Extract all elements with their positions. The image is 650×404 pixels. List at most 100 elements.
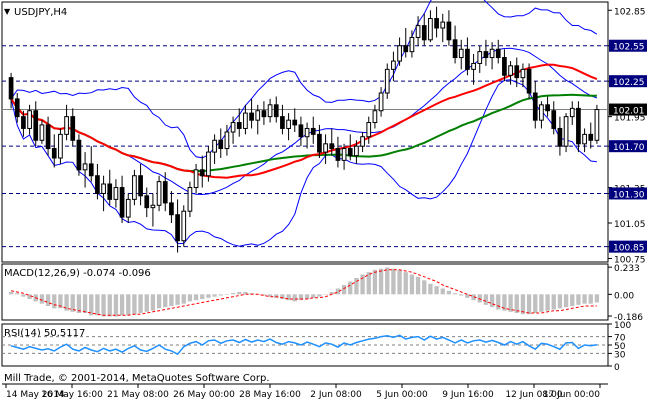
macd-histogram-bar [175, 294, 180, 305]
time-axis-label: 2 Jun 08:00 [310, 390, 362, 400]
candle [27, 104, 32, 135]
candle-body [230, 122, 236, 133]
candle-body [193, 169, 199, 189]
candle-body [45, 124, 51, 150]
candle [70, 108, 76, 147]
candle [236, 108, 242, 137]
time-axis-label: 21 May 08:00 [107, 390, 169, 400]
candle [181, 205, 187, 247]
candle-body [169, 202, 174, 216]
macd-histogram-bar [372, 269, 378, 295]
candle-body [138, 175, 143, 197]
candle [341, 143, 347, 170]
copyright-text: Mill Trade, © 2001-2014, MetaQuotes Soft… [4, 373, 270, 384]
macd-histogram-bar [409, 274, 415, 295]
candle [434, 6, 439, 38]
time-axis-label: 26 May 00:00 [173, 390, 235, 400]
macd-histogram-bar [520, 294, 526, 315]
candle [82, 152, 88, 188]
candle [144, 187, 150, 218]
macd-histogram-bar [95, 294, 100, 316]
macd-histogram-bar [502, 294, 507, 311]
macd-histogram-bar [280, 294, 285, 299]
candle-body [175, 214, 180, 242]
candle [465, 37, 470, 76]
candle [218, 128, 224, 158]
candle [162, 172, 168, 212]
macd-histogram-bar [119, 294, 125, 316]
candle-body [199, 169, 205, 177]
bollinger-upper-band [10, 0, 598, 159]
candle-body [341, 148, 347, 161]
candle-body [317, 133, 322, 153]
macd-axis-label: -0.186 [614, 313, 643, 323]
macd-histogram-bar [163, 294, 168, 308]
macd-histogram-bar [274, 294, 279, 298]
macd-histogram-bar [576, 294, 581, 305]
macd-label: MACD(12,26,9) -0.074 -0.096 [4, 268, 151, 279]
candle-body [14, 98, 20, 118]
symbol-arrow-icon[interactable]: ▼ [4, 7, 11, 16]
candle [415, 16, 421, 46]
candle-body [286, 119, 291, 129]
candle [76, 134, 82, 176]
candle-body [273, 104, 279, 118]
candle-body [236, 122, 242, 129]
candle [88, 146, 94, 182]
price-axis-label: 101.05 [614, 220, 646, 230]
macd-histogram-bar [304, 294, 310, 299]
macd-histogram-bar [107, 294, 112, 317]
candle [33, 101, 39, 147]
candle [539, 101, 544, 129]
candle-body [483, 51, 489, 59]
macd-histogram-bar [8, 292, 14, 295]
candle-body [206, 151, 211, 177]
macd-histogram-bar [422, 280, 427, 295]
candle [508, 61, 513, 85]
candle-body [150, 204, 156, 209]
candle [14, 93, 20, 123]
candle [372, 104, 378, 129]
macd-signal-line [11, 269, 597, 316]
price-axis-label: 101.95 [614, 114, 646, 124]
macd-histogram-bar [200, 294, 205, 299]
candle-body [508, 65, 513, 76]
macd-histogram-bar [323, 294, 328, 295]
macd-axis-label: 0.233 [614, 264, 640, 274]
macd-histogram-bar [58, 294, 63, 309]
candle-body [372, 110, 378, 124]
candle [286, 113, 291, 141]
candle [594, 104, 600, 144]
price-axis-label: 100.75 [614, 255, 646, 265]
candle [582, 128, 587, 153]
candle-body [588, 133, 594, 141]
candle-body [495, 48, 501, 59]
macd-histogram-bar [563, 294, 569, 308]
macd-histogram-bar [70, 294, 75, 312]
candle-body [347, 148, 353, 157]
candle-body [144, 195, 150, 209]
macd-histogram-bar [397, 269, 402, 295]
candle [206, 146, 211, 182]
candle-body [514, 65, 520, 79]
candle [440, 13, 446, 43]
macd-axis-label: 0.00 [614, 291, 634, 301]
macd-pane-frame [1, 263, 609, 321]
macd-histogram-bar [249, 293, 254, 295]
macd-histogram-bar [594, 294, 600, 303]
candle-body [27, 110, 32, 129]
candle-body [82, 163, 88, 171]
candle-body [156, 181, 162, 206]
candle-body [440, 21, 446, 29]
macd-histogram-bar [267, 294, 273, 297]
macd-histogram-bar [224, 294, 230, 295]
price-level-tag-label: 100.85 [613, 244, 645, 254]
macd-histogram-bar [218, 294, 223, 296]
candle [495, 39, 501, 64]
candle [588, 122, 594, 149]
macd-histogram-bar [317, 294, 322, 297]
macd-histogram-bar [446, 290, 452, 295]
candle-body [76, 139, 82, 171]
macd-histogram-bar [89, 294, 94, 316]
macd-histogram-bar [335, 288, 341, 295]
